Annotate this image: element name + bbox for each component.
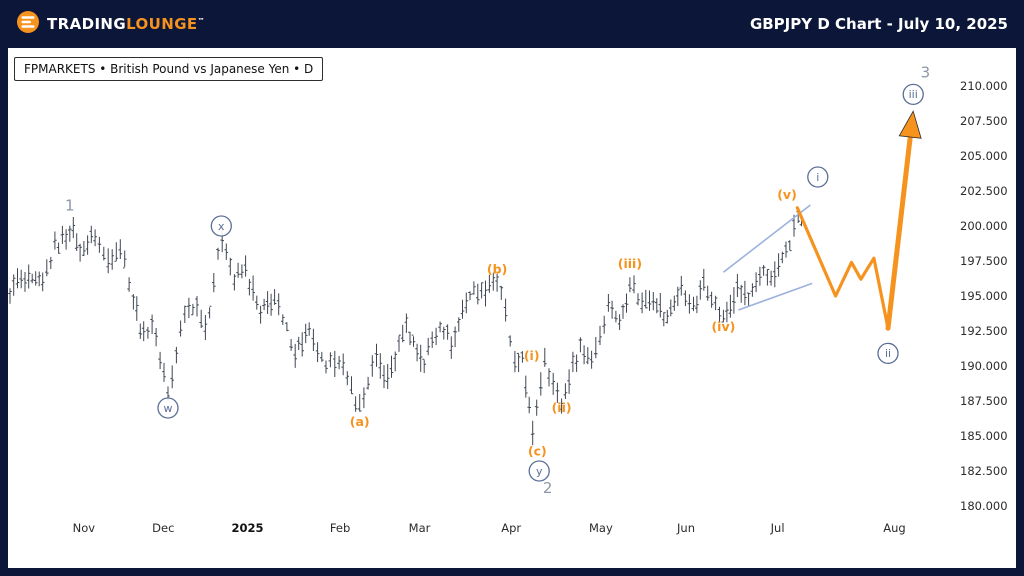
y-axis-tick: 180.000: [960, 499, 1008, 513]
wave-label-(i): (i): [524, 348, 540, 363]
x-axis-labels: Nov Dec 2025 Feb Mar Apr May Jun Jul Aug: [73, 521, 906, 535]
y-axis-tick: 210.000: [960, 79, 1008, 93]
wave-label-w: w: [157, 397, 179, 419]
y-axis-labels: 210.000 207.500 205.000 202.500 200.000 197.5…: [960, 79, 1008, 513]
x-axis-tick: May: [589, 521, 613, 535]
y-axis-tick: 207.500: [960, 114, 1008, 128]
y-axis-tick: 185.000: [960, 429, 1008, 443]
ohlc-bars: [8, 210, 804, 446]
projection-zigzag[interactable]: [795, 206, 890, 330]
wave-label-y: y: [528, 460, 550, 482]
wave-label-1: 1: [65, 196, 75, 214]
app-header: TRADINGLOUNGE™ GBPJPY D Chart - July 10,…: [0, 0, 1024, 48]
wave-label-(ii): (ii): [552, 400, 572, 415]
channel-line[interactable]: [738, 282, 813, 311]
x-axis-tick: 2025: [231, 521, 263, 535]
wave-label-3: 3: [921, 63, 931, 81]
x-axis-tick: Dec: [152, 521, 174, 535]
x-axis-tick: Feb: [330, 521, 350, 535]
x-axis-tick: Mar: [409, 521, 431, 535]
x-axis-tick: Apr: [501, 521, 521, 535]
brand-trademark: ™: [197, 17, 205, 25]
projection-arrow-shaft[interactable]: [885, 130, 914, 331]
svg-text:x: x: [218, 220, 225, 233]
brand-text: TRADINGLOUNGE™: [47, 15, 205, 33]
price-chart[interactable]: 210.000 207.500 205.000 202.500 200.000 197.5…: [8, 48, 1016, 568]
symbol-info-box[interactable]: FPMARKETS • British Pound vs Japanese Ye…: [14, 57, 324, 81]
brand-logo: TRADINGLOUNGE™: [16, 10, 205, 38]
y-axis-tick: 195.000: [960, 289, 1008, 303]
channel-line[interactable]: [722, 204, 811, 273]
y-axis-tick: 182.500: [960, 464, 1008, 478]
wave-label-(b): (b): [487, 261, 507, 276]
x-axis-tick: Jul: [770, 521, 785, 535]
chart-panel: FPMARKETS • British Pound vs Japanese Ye…: [8, 48, 1016, 568]
y-axis-tick: 205.000: [960, 149, 1008, 163]
svg-text:iii: iii: [909, 88, 918, 101]
svg-text:w: w: [164, 402, 173, 415]
symbol-info-label: FPMARKETS • British Pound vs Japanese Ye…: [24, 62, 314, 76]
x-axis-tick: Nov: [73, 521, 96, 535]
wave-label-ii: ii: [877, 342, 899, 365]
brand-text-trading: TRADING: [47, 15, 127, 33]
wave-label-2: 2: [543, 479, 553, 497]
wave-label-(c): (c): [528, 443, 547, 458]
tradinglounge-logo-icon: [16, 10, 40, 38]
brand-text-lounge: LOUNGE: [126, 15, 198, 33]
wave-label-x: x: [210, 215, 232, 237]
x-axis-tick: Aug: [883, 521, 905, 535]
y-axis-tick: 197.500: [960, 254, 1008, 268]
x-axis-tick: Jun: [676, 521, 695, 535]
channel-lines[interactable]: [722, 204, 813, 311]
projection-arrowhead-icon: [898, 110, 922, 139]
wave-label-(iii): (iii): [618, 256, 642, 271]
svg-text:y: y: [536, 465, 543, 478]
chart-title: GBPJPY D Chart - July 10, 2025: [749, 15, 1008, 33]
wave-label-(iv): (iv): [711, 319, 735, 334]
wave-label-(a): (a): [350, 414, 370, 429]
y-axis-tick: 202.500: [960, 184, 1008, 198]
wave-label-(v): (v): [777, 187, 797, 202]
wave-label-iii: iii: [902, 83, 924, 106]
svg-text:ii: ii: [885, 347, 891, 360]
y-axis-tick: 192.500: [960, 324, 1008, 338]
y-axis-tick: 200.000: [960, 219, 1008, 233]
wave-label-i: i: [807, 166, 829, 188]
y-axis-tick: 190.000: [960, 359, 1008, 373]
y-axis-tick: 187.500: [960, 394, 1008, 408]
svg-text:i: i: [816, 171, 819, 184]
